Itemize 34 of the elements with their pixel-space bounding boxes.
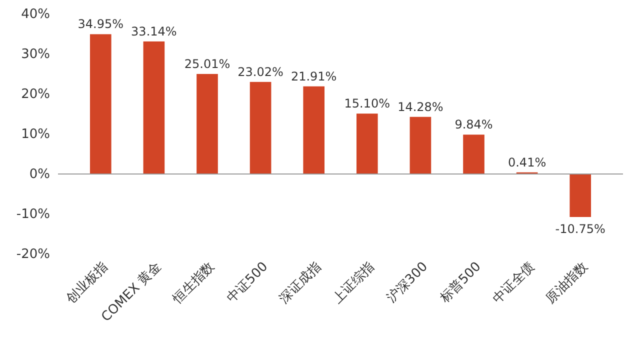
data-label: 23.02% bbox=[238, 64, 284, 79]
data-label: 34.95% bbox=[78, 17, 124, 32]
data-label: 9.84% bbox=[454, 118, 493, 132]
x-tick-label: 上证综指 bbox=[330, 259, 378, 307]
data-label: 25.01% bbox=[184, 56, 230, 71]
x-tick-label: 中证全债 bbox=[490, 259, 538, 307]
bar bbox=[570, 174, 592, 217]
bar bbox=[90, 34, 112, 174]
bar bbox=[356, 114, 378, 174]
data-label: 0.41% bbox=[508, 155, 546, 170]
y-tick-label: 40% bbox=[21, 7, 50, 22]
x-tick-label: 原油指数 bbox=[543, 259, 591, 307]
x-tick-label: 深证成指 bbox=[276, 259, 324, 307]
y-tick-label: 0% bbox=[29, 167, 50, 182]
x-tick-label: 标普500 bbox=[436, 258, 484, 307]
y-tick-label: -20% bbox=[16, 247, 50, 262]
data-label: 15.10% bbox=[344, 96, 390, 111]
bar bbox=[143, 41, 165, 174]
bar bbox=[463, 134, 484, 174]
x-tick-label: 沪深300 bbox=[384, 258, 431, 306]
data-label: 33.14% bbox=[131, 24, 177, 38]
bar bbox=[196, 74, 218, 174]
bar bbox=[410, 116, 432, 174]
x-tick-label: 恒生指数 bbox=[170, 259, 218, 308]
bar bbox=[250, 82, 272, 174]
y-tick-label: 30% bbox=[21, 47, 50, 62]
data-label: 21.91% bbox=[290, 69, 337, 84]
y-tick-label: -10% bbox=[16, 207, 50, 222]
bar bbox=[303, 86, 325, 174]
y-tick-label: 20% bbox=[21, 87, 50, 102]
data-label: -10.75% bbox=[555, 222, 606, 236]
y-tick-label: 10% bbox=[21, 127, 50, 142]
data-label: 14.28% bbox=[398, 100, 444, 114]
x-tick-label: 中证500 bbox=[224, 259, 272, 306]
